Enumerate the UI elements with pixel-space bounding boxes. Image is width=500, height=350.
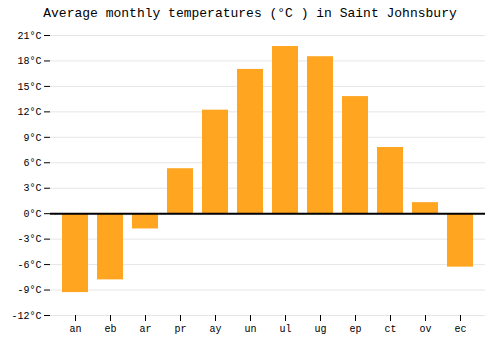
svg-text:15°C: 15°C — [17, 82, 41, 93]
svg-text:ct: ct — [384, 324, 396, 335]
svg-text:ul: ul — [279, 324, 291, 335]
svg-text:un: un — [244, 324, 256, 335]
svg-text:21°C: 21°C — [17, 31, 41, 42]
svg-text:ov: ov — [419, 324, 431, 335]
svg-text:ep: ep — [349, 324, 361, 335]
svg-text:ug: ug — [314, 324, 326, 335]
svg-text:-12°C: -12°C — [11, 311, 41, 322]
svg-text:-6°C: -6°C — [17, 260, 41, 271]
svg-text:ar: ar — [139, 324, 151, 335]
svg-text:0°C: 0°C — [23, 209, 41, 220]
svg-text:6°C: 6°C — [23, 158, 41, 169]
svg-text:9°C: 9°C — [23, 133, 41, 144]
svg-text:ay: ay — [209, 324, 221, 335]
svg-text:18°C: 18°C — [17, 56, 41, 67]
svg-text:3°C: 3°C — [23, 183, 41, 194]
svg-text:eb: eb — [104, 324, 116, 335]
svg-text:12°C: 12°C — [17, 107, 41, 118]
svg-text:-3°C: -3°C — [17, 234, 41, 245]
svg-text:pr: pr — [174, 324, 186, 335]
svg-text:-9°C: -9°C — [17, 285, 41, 296]
html-text:Average monthly temperatures (: Average monthly temperatures (°C ) in Sa… — [43, 6, 457, 21]
svg-text:ec: ec — [454, 324, 466, 335]
svg-text:an: an — [69, 324, 81, 335]
